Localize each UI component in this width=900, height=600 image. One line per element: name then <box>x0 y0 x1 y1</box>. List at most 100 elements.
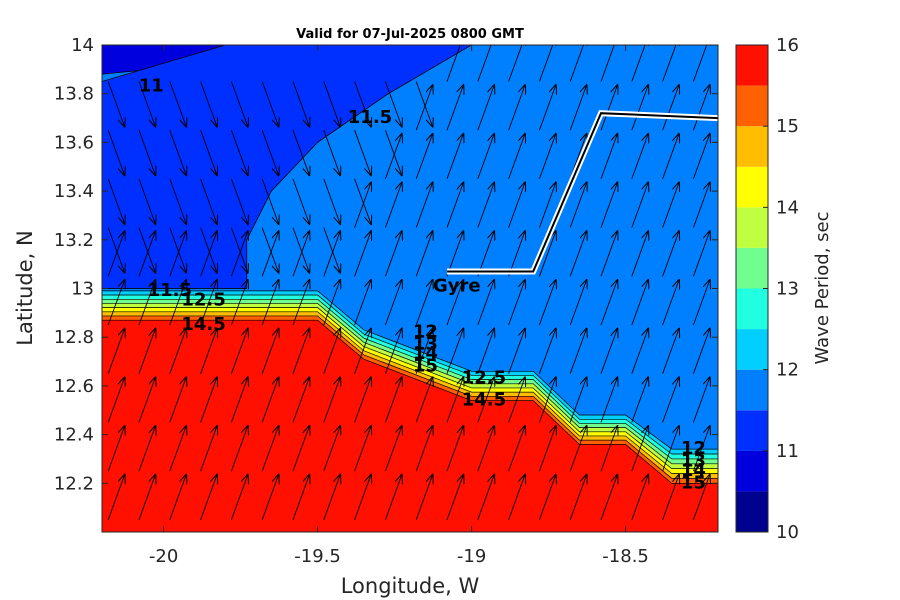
wave-arrow <box>477 134 494 180</box>
wave-arrow <box>323 81 340 127</box>
wave-arrow <box>600 231 617 277</box>
wave-arrow <box>292 426 309 472</box>
wave-arrow <box>538 475 555 520</box>
wave-arrow <box>169 475 186 520</box>
wave-arrow <box>477 426 494 472</box>
wave-arrow <box>292 178 309 224</box>
wave-arrow <box>323 231 340 277</box>
wave-arrow <box>107 178 124 224</box>
wave-arrow <box>323 130 340 175</box>
wave-arrow <box>538 329 555 374</box>
wave-arrow <box>230 426 247 472</box>
wave-arrow <box>384 280 401 326</box>
wave-arrow <box>169 280 186 326</box>
wave-arrow <box>354 81 371 127</box>
wave-arrow <box>662 231 679 277</box>
wave-arrow <box>200 377 217 423</box>
wave-arrow <box>600 134 617 180</box>
contour-label: 12.5 <box>181 290 225 311</box>
wave-arrow <box>200 280 217 326</box>
wave-arrow <box>692 329 709 374</box>
wave-arrow <box>107 329 124 374</box>
wave-arrow <box>538 134 555 180</box>
wave-arrow <box>692 134 709 180</box>
wave-arrow <box>600 475 617 520</box>
wave-arrow <box>323 377 340 423</box>
wave-arrow <box>477 475 494 520</box>
wave-arrow <box>569 85 586 131</box>
wave-arrow <box>292 329 309 374</box>
wave-arrow <box>631 475 648 520</box>
wave-arrow <box>138 377 155 423</box>
colorbar-swatch <box>736 247 768 289</box>
wave-arrow <box>169 426 186 472</box>
wave-arrow <box>538 45 555 82</box>
wave-arrow <box>692 377 709 423</box>
wave-arrow <box>354 329 371 374</box>
wave-arrow <box>261 81 278 127</box>
contour-label: 15 <box>413 355 438 376</box>
wave-arrow <box>107 475 124 520</box>
wave-arrow <box>292 227 309 273</box>
wave-arrow <box>538 426 555 472</box>
track-label: Gyre <box>433 275 481 296</box>
wave-arrow <box>200 178 217 224</box>
wave-arrow <box>508 134 525 180</box>
wave-arrow <box>508 426 525 472</box>
wave-arrow <box>631 231 648 277</box>
wave-arrow <box>692 183 709 228</box>
wave-arrow <box>446 377 463 423</box>
wave-arrow <box>200 130 217 175</box>
wave-arrow <box>261 130 278 175</box>
wave-arrow <box>600 85 617 131</box>
y-tick-label: 14 <box>71 35 94 56</box>
contour-label: 11.5 <box>148 280 192 301</box>
contour-label: 12.5 <box>462 368 506 389</box>
wave-arrow <box>323 329 340 374</box>
colorbar-swatch <box>736 166 768 208</box>
contour-label: 11 <box>139 75 164 96</box>
wave-arrow <box>662 426 679 472</box>
x-tick-label: -20 <box>149 546 178 567</box>
track-line <box>447 112 718 273</box>
wave-arrow <box>261 426 278 472</box>
wave-arrow <box>631 85 648 131</box>
wave-arrow <box>323 178 340 224</box>
y-tick-label: 13.2 <box>54 230 94 251</box>
y-axis-label: Latitude, N <box>13 230 37 346</box>
wave-arrow <box>662 329 679 374</box>
x-axis-label: Longitude, W <box>341 574 480 598</box>
y-tick-label: 12.4 <box>54 425 94 446</box>
contour-label: 14.5 <box>462 390 506 411</box>
wave-arrow <box>415 329 432 374</box>
wave-arrow <box>631 134 648 180</box>
wave-arrow <box>662 45 679 82</box>
wave-arrow <box>477 377 494 423</box>
wave-arrow <box>569 45 586 82</box>
wave-arrow <box>446 426 463 472</box>
y-tick-label: 13.6 <box>54 132 94 153</box>
wave-arrow <box>415 134 432 180</box>
wave-arrow <box>446 329 463 374</box>
wave-arrow <box>415 377 432 423</box>
wave-arrow <box>692 85 709 131</box>
wave-arrow <box>477 280 494 326</box>
colorbar-swatch <box>736 85 768 127</box>
colorbar-swatch <box>736 288 768 330</box>
wave-arrow <box>292 231 309 277</box>
wave-arrow <box>138 81 155 127</box>
wave-arrow <box>508 280 525 326</box>
colorbar-swatch <box>736 126 768 167</box>
wave-arrow <box>415 426 432 472</box>
y-tick-label: 13.4 <box>54 181 94 202</box>
wave-arrow <box>200 475 217 520</box>
wave-arrow <box>538 231 555 277</box>
wave-arrow <box>384 426 401 472</box>
colorbar-swatch <box>736 329 768 370</box>
wave-arrow <box>631 45 648 82</box>
wave-arrow <box>200 231 217 277</box>
colorbar-tick-label: 16 <box>776 35 799 56</box>
y-axis: 12.2 12.4 12.6 12.8 13 13.2 13.4 13.6 13.8 14 <box>54 35 718 494</box>
